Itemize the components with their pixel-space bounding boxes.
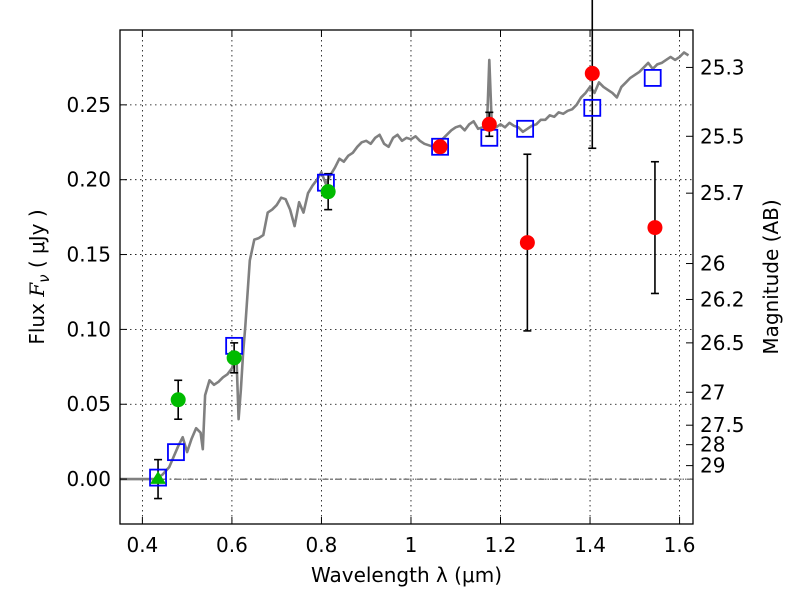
tick-layer: 0.4 0.6 0.8 1 1.2 1.4 1.6 0.00 0.05 0.10 0.15 0.20 0… xyxy=(66,30,745,557)
magnitude-tick-label: 26.5 xyxy=(700,331,745,355)
y-axis-title-pre: Flux xyxy=(25,297,49,345)
model-spectrum-line xyxy=(120,51,690,481)
optical-data-point xyxy=(320,184,336,200)
model-flux-square xyxy=(149,468,167,487)
magnitude-tick-label: 25.7 xyxy=(700,181,745,205)
x-tick-label: 0.8 xyxy=(306,533,338,557)
magnitude-tick-label: 26.2 xyxy=(700,287,745,311)
x-tick-label: 0.4 xyxy=(126,533,158,557)
nir-data-point xyxy=(647,220,663,236)
grid-layer xyxy=(120,30,693,524)
y-axis-title: Flux Fν ( μJy ) xyxy=(25,209,53,344)
plot-frame xyxy=(119,29,694,525)
nir-data-point xyxy=(481,116,497,132)
nir-data-point xyxy=(584,65,600,81)
y2-axis-title: Magnitude (AB) xyxy=(759,199,783,354)
y-tick-label: 0.20 xyxy=(66,168,111,192)
y-tick-label: 0.00 xyxy=(66,467,111,491)
marker-layer xyxy=(149,65,663,487)
magnitude-tick-label: 29 xyxy=(700,454,725,478)
y-axis-title-subscript: ν xyxy=(35,274,53,282)
model-flux-square xyxy=(583,98,602,117)
model-flux-square xyxy=(643,69,662,87)
x-tick-label: 1 xyxy=(405,533,418,557)
spectrum-layer xyxy=(120,51,690,481)
nir-data-point xyxy=(519,235,535,251)
magnitude-tick-label: 28 xyxy=(700,433,725,457)
upper-limit-triangle xyxy=(150,471,167,484)
model-flux-square xyxy=(431,137,449,156)
x-tick-label: 1.2 xyxy=(485,533,517,557)
x-axis-title: Wavelength λ (μm) xyxy=(311,563,502,587)
optical-data-point xyxy=(170,392,186,408)
nir-data-point xyxy=(432,139,448,155)
y-tick-label: 0.25 xyxy=(66,93,111,117)
x-tick-label: 1.4 xyxy=(574,533,606,557)
y-axis-title-symbol: F xyxy=(25,282,49,298)
magnitude-tick-label: 27 xyxy=(700,380,725,404)
optical-data-point xyxy=(226,350,242,366)
model-flux-square xyxy=(516,119,535,138)
x-tick-label: 1.6 xyxy=(664,533,696,557)
y-axis-title-post: ( μJy ) xyxy=(25,209,49,274)
magnitude-tick-label: 25.5 xyxy=(700,124,745,148)
y-tick-label: 0.05 xyxy=(66,392,111,416)
error-bar-layer xyxy=(154,0,659,500)
y-tick-label: 0.15 xyxy=(66,243,111,267)
y-tick-label: 0.10 xyxy=(66,317,111,341)
x-tick-label: 0.6 xyxy=(216,533,248,557)
magnitude-tick-label: 25.3 xyxy=(700,55,745,79)
model-flux-square xyxy=(167,443,185,462)
magnitude-tick-label: 26 xyxy=(700,252,725,276)
magnitude-tick-label: 27.5 xyxy=(700,413,745,437)
